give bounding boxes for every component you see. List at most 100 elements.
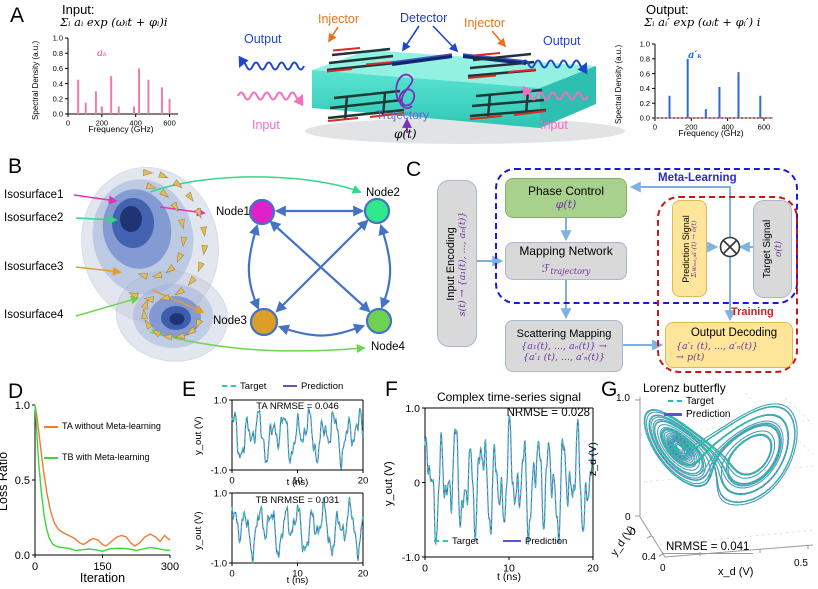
loss-legend-tb: TB with Meta-learning <box>44 452 150 462</box>
training-region <box>657 196 798 373</box>
output-formula: Σᵢ aᵢ′ exp (ωᵢt + φᵢ′) i <box>644 15 761 29</box>
svg-text:0.8: 0.8 <box>53 49 63 58</box>
g-pred-label: Prediction <box>686 409 731 420</box>
lorenz-xlabel: x_d (V) <box>718 566 754 578</box>
svg-text:-1.0: -1.0 <box>211 465 227 476</box>
e-pred-swatch <box>283 385 298 388</box>
target-signal-formula: o(t) <box>773 240 784 258</box>
output-peak-annotation: a′ₖ <box>688 50 703 61</box>
lorenz-ytick-04: 0.4 <box>642 552 656 563</box>
ta-legend-swatch <box>44 425 58 428</box>
svg-text:1.0: 1.0 <box>214 488 227 499</box>
e-target-label: Target <box>240 381 267 392</box>
svg-text:0.4: 0.4 <box>640 84 650 93</box>
svg-text:400: 400 <box>129 119 142 128</box>
svg-text:0.0: 0.0 <box>15 550 30 562</box>
svg-text:0.5: 0.5 <box>15 475 30 487</box>
g-pred-swatch <box>664 412 682 416</box>
tb-legend-swatch <box>44 456 58 459</box>
injector-left-electrode <box>326 47 396 72</box>
ta-xlabel: t (ns) <box>286 477 309 488</box>
input-spectrum-ylabel: Spectral Density (a.u.) <box>31 40 40 120</box>
injector-left-label: Injector <box>318 12 359 26</box>
lorenz-xtick-05: 0.5 <box>794 558 808 569</box>
bottom-left-electrode <box>327 89 405 121</box>
complex-ylabel: y_out (V) <box>383 461 395 506</box>
svg-text:0.2: 0.2 <box>640 99 650 108</box>
injector-right-contacts <box>467 52 537 79</box>
g-target-swatch <box>668 400 682 403</box>
svg-text:0: 0 <box>229 569 234 580</box>
svg-text:-1.0: -1.0 <box>402 552 420 564</box>
injector-left-contacts <box>326 47 395 73</box>
node1-label: Node1 <box>216 206 250 218</box>
mapping-network-box: Mapping Network ℱtrajectory <box>505 242 627 280</box>
tb-xlabel: t (ns) <box>286 575 309 586</box>
prediction-signal-title: Prediction Signal <box>680 214 691 283</box>
input-right-label: Input <box>540 118 568 132</box>
svg-text:300: 300 <box>161 561 179 573</box>
lorenz-3d-frame <box>635 392 815 558</box>
target-signal-title: Target Signal <box>761 219 773 279</box>
lorenz-nrmse: NRMSE = 0.041 <box>662 541 754 554</box>
panel-g-label: G <box>601 378 618 401</box>
isosurface2-label: Isosurface2 <box>4 212 64 224</box>
svg-text:1.0: 1.0 <box>214 395 227 406</box>
signal-wave-arrows <box>237 55 589 107</box>
input-left-label: Input <box>252 118 280 132</box>
tb-plot-title: TB NRMSE = 0.031 <box>255 495 340 506</box>
panel-a-label: A <box>10 4 25 27</box>
loss-legend-ta: TA without Meta-learning <box>44 421 161 431</box>
loss-xlabel: Iteration <box>79 571 126 585</box>
input-peak-annotation: aₖ <box>97 48 107 59</box>
bottom-left-contacts <box>327 112 405 122</box>
multiply-operator-icon <box>719 236 741 258</box>
f-target-label: Target <box>452 536 479 547</box>
panel-c-label: C <box>406 158 422 181</box>
photonic-device-illustration <box>305 25 625 144</box>
panel-e-label: E <box>182 378 197 401</box>
node-network <box>247 197 393 337</box>
g-target-label: Target <box>686 396 714 407</box>
input-encoding-formula: s(t) → {a₁(t), ..., aₙ(t)} <box>456 211 468 316</box>
phase-label: φ(t) <box>394 127 417 141</box>
ta-legend-label: TA without Meta-learning <box>62 421 161 431</box>
training-label: Training <box>731 306 774 318</box>
phase-control-formula: φ(t) <box>555 197 577 211</box>
injector-left-arrow-icon <box>328 26 339 43</box>
input-spectrum-title: Input: <box>62 2 95 17</box>
node4-label: Node4 <box>371 341 405 353</box>
trajectory-squiggle-icon <box>395 73 416 109</box>
complex-xlabel: t (ns) <box>497 571 521 583</box>
g-legend-prediction: Prediction <box>664 409 730 420</box>
svg-text:-1.0: -1.0 <box>211 558 227 569</box>
tb-ylabel: y_out (V) <box>193 511 204 550</box>
svg-text:600: 600 <box>163 119 176 128</box>
output-decoding-formula2: → p(t) <box>676 351 705 363</box>
isosurface1-label: Isosurface1 <box>4 189 64 201</box>
svg-text:200: 200 <box>685 123 698 132</box>
e-legend: Target Prediction <box>222 381 343 392</box>
svg-text:0: 0 <box>653 123 657 132</box>
target-signal-box: Target Signal o(t) <box>753 200 792 298</box>
injector-right-arrow-icon <box>491 30 507 48</box>
injector-right-label: Injector <box>464 16 505 30</box>
lorenz-ytick-0: 0 <box>630 527 636 538</box>
svg-text:0: 0 <box>66 119 70 128</box>
svg-text:150: 150 <box>93 561 111 573</box>
svg-text:20: 20 <box>358 569 369 580</box>
svg-text:200: 200 <box>96 119 109 128</box>
detector-label: Detector <box>400 11 448 25</box>
svg-text:0: 0 <box>32 561 38 573</box>
prediction-signal-formula: Σᵢwₒᵤₜ,ᵢa′ᵢ(t) → ô(t) <box>689 219 698 278</box>
svg-text:0: 0 <box>422 563 428 575</box>
scattering-mapping-box: Scattering Mapping {a₁(t), ..., aₙ(t)} →… <box>505 320 623 372</box>
mapping-network-title: Mapping Network <box>519 244 613 259</box>
ta-plot-title: TA NRMSE = 0.046 <box>256 401 339 412</box>
lorenz-ztick-top: 1.0 <box>616 393 630 404</box>
input-encoding-box: Input Encoding s(t) → {a₁(t), ..., aₙ(t)… <box>437 180 477 347</box>
svg-text:1.0: 1.0 <box>640 40 650 49</box>
f-pred-swatch <box>503 540 522 543</box>
svg-text:1.0: 1.0 <box>405 403 420 415</box>
